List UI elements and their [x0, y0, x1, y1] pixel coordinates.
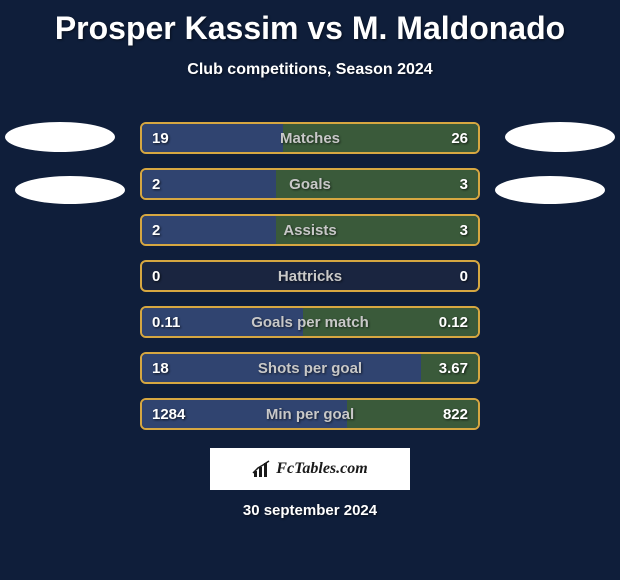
- stat-value-right: 3: [460, 170, 468, 198]
- brand-banner[interactable]: FcTables.com: [210, 448, 410, 490]
- subtitle: Club competitions, Season 2024: [0, 61, 620, 79]
- stat-row: 1284 Min per goal 822: [140, 398, 480, 430]
- brand-text: FcTables.com: [276, 460, 367, 478]
- stat-label: Goals per match: [142, 308, 478, 336]
- bars-icon: [252, 459, 272, 479]
- stat-row: 19 Matches 26: [140, 122, 480, 154]
- stat-row: 0.11 Goals per match 0.12: [140, 306, 480, 338]
- player-right-avatar-bottom: [495, 176, 605, 204]
- stat-row: 2 Assists 3: [140, 214, 480, 246]
- footer-date: 30 september 2024: [0, 502, 620, 519]
- stat-row: 2 Goals 3: [140, 168, 480, 200]
- stat-label: Goals: [142, 170, 478, 198]
- player-left-avatar-top: [5, 122, 115, 152]
- stat-label: Shots per goal: [142, 354, 478, 382]
- player-right-avatar-top: [505, 122, 615, 152]
- player-left-avatar-bottom: [15, 176, 125, 204]
- stats-container: 19 Matches 26 2 Goals 3 2 Assists 3 0 Ha…: [140, 122, 480, 444]
- stat-row: 18 Shots per goal 3.67: [140, 352, 480, 384]
- stat-value-right: 0.12: [439, 308, 468, 336]
- stat-value-right: 822: [443, 400, 468, 428]
- stat-label: Min per goal: [142, 400, 478, 428]
- stat-label: Assists: [142, 216, 478, 244]
- stat-value-right: 3: [460, 216, 468, 244]
- stat-label: Hattricks: [142, 262, 478, 290]
- stat-value-right: 0: [460, 262, 468, 290]
- page-title: Prosper Kassim vs M. Maldonado: [0, 0, 620, 47]
- stat-value-right: 3.67: [439, 354, 468, 382]
- stat-label: Matches: [142, 124, 478, 152]
- stat-row: 0 Hattricks 0: [140, 260, 480, 292]
- stat-value-right: 26: [451, 124, 468, 152]
